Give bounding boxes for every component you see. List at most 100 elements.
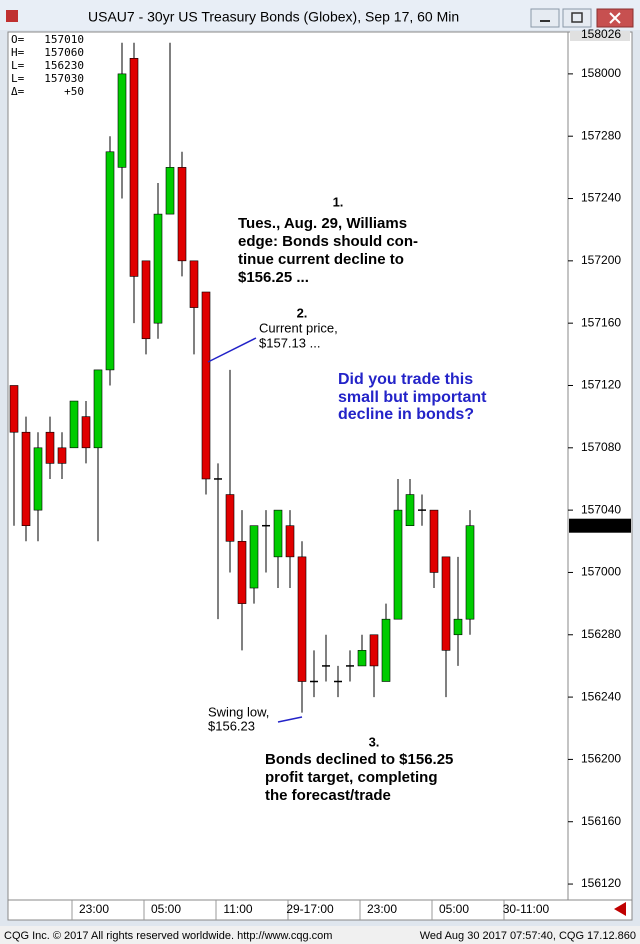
candle-body <box>453 618 463 636</box>
y-tick-label: 157240 <box>581 191 621 205</box>
plot-area <box>7 31 569 901</box>
candle-body <box>165 167 175 215</box>
note-number: 3. <box>369 734 380 749</box>
time-axis <box>7 899 633 921</box>
readout-label: H= <box>11 46 25 59</box>
minimize-button[interactable] <box>530 8 560 28</box>
candle-body <box>153 213 163 324</box>
candle-body <box>465 525 475 620</box>
readout-value: 157060 <box>44 46 84 59</box>
status-bar <box>0 926 640 944</box>
pointer-line <box>277 716 303 723</box>
note-line: Tues., Aug. 29, Williams <box>238 215 407 232</box>
candle-body <box>141 260 151 340</box>
readout-value: 157030 <box>44 72 84 85</box>
y-tick-label: 158000 <box>581 66 621 80</box>
candle-body <box>393 509 403 620</box>
candle-body <box>381 618 391 682</box>
x-tick-label: 30-11:00 <box>503 902 550 916</box>
note-line: $156.25 ... <box>238 269 309 286</box>
status-right: Wed Aug 30 2017 07:57:40, CQG 17.12.860 <box>420 930 636 942</box>
candle-body <box>57 447 67 464</box>
candle-body <box>117 73 127 168</box>
y-tick-label: 156120 <box>581 876 621 890</box>
candle-body <box>201 291 211 480</box>
pointer-line <box>207 337 257 363</box>
candle-body <box>177 167 187 262</box>
candle-body <box>69 400 79 449</box>
candle-body <box>105 151 115 371</box>
note-line: Current price, <box>259 320 338 335</box>
note-number: 2. <box>297 305 308 320</box>
candle-body <box>357 650 367 667</box>
y-tick-label: 156280 <box>581 627 621 641</box>
note-number: 1. <box>333 194 344 209</box>
candle-body <box>273 509 283 558</box>
y-tick-label: 157120 <box>581 378 621 392</box>
readout-label: Δ= <box>11 85 25 98</box>
ohlc-readout: O= 157010 H= 157060 L= 156230 L= 157030 Δ= +50 <box>11 33 84 98</box>
x-tick-label: 05:00 <box>439 902 469 916</box>
candle-body <box>225 494 235 542</box>
top-tag: 158026 <box>581 27 621 41</box>
y-tick-label: 157160 <box>581 315 621 329</box>
readout-value: 156230 <box>44 59 84 72</box>
candle-body <box>21 431 31 527</box>
candle-body <box>369 634 379 667</box>
status-left: CQG Inc. © 2017 All rights reserved worl… <box>4 930 332 942</box>
note-line: the forecast/trade <box>265 787 391 804</box>
candle-body <box>249 525 259 589</box>
scroll-arrow[interactable] <box>614 902 626 916</box>
window-title: USAU7 - 30yr US Treasury Bonds (Globex),… <box>88 9 459 25</box>
candle-body <box>441 556 451 651</box>
x-tick-label: 29-17:00 <box>286 902 334 916</box>
candles <box>9 42 475 713</box>
question-line: small but important <box>338 389 487 406</box>
candle-body <box>429 509 439 573</box>
last-price-label: 157030 <box>581 518 621 532</box>
candle-body <box>189 260 199 308</box>
candle-body <box>405 494 415 527</box>
candle-body <box>285 525 295 558</box>
note-line: Swing low, <box>208 704 269 719</box>
candle-body <box>297 556 307 682</box>
readout-value: +50 <box>64 85 84 98</box>
y-tick-label: 157080 <box>581 440 621 454</box>
candle-body <box>237 540 247 604</box>
y-tick-label: 157000 <box>581 565 621 579</box>
x-tick-label: 05:00 <box>151 902 181 916</box>
question-line: Did you trade this <box>338 371 473 388</box>
x-tick-label: 23:00 <box>367 902 397 916</box>
x-tick-label: 23:00 <box>79 902 109 916</box>
note-line: edge: Bonds should con- <box>238 233 418 250</box>
candle-body <box>9 385 19 433</box>
note-line: tinue current decline to <box>238 251 404 268</box>
last-price-box <box>569 518 631 533</box>
question-line: decline in bonds? <box>338 406 474 423</box>
y-tick-label: 157040 <box>581 502 621 516</box>
candle-body <box>81 416 91 449</box>
candle-body <box>45 431 55 464</box>
y-tick-label: 156240 <box>581 689 621 703</box>
candle-body <box>33 447 43 511</box>
readout-label: L= <box>11 59 25 72</box>
note-line: Bonds declined to $156.25 <box>265 751 453 768</box>
price-tag <box>570 31 630 41</box>
x-tick-label: 11:00 <box>223 902 252 916</box>
y-tick-label: 157280 <box>581 128 621 142</box>
maximize-button[interactable] <box>562 8 592 28</box>
y-tick-label: 156160 <box>581 814 621 828</box>
readout-label: L= <box>11 72 25 85</box>
y-tick-label: 156200 <box>581 752 621 766</box>
candle-body <box>93 369 103 449</box>
maximize-icon <box>571 12 583 23</box>
close-icon <box>609 12 621 24</box>
app-icon <box>6 10 18 22</box>
y-tick-label: 157200 <box>581 253 621 267</box>
note-line: $157.13 ... <box>259 335 320 350</box>
note-line: $156.23 <box>208 718 255 733</box>
readout-label: O= <box>11 33 25 46</box>
price-axis <box>567 31 633 901</box>
note-line: profit target, completing <box>265 769 438 786</box>
